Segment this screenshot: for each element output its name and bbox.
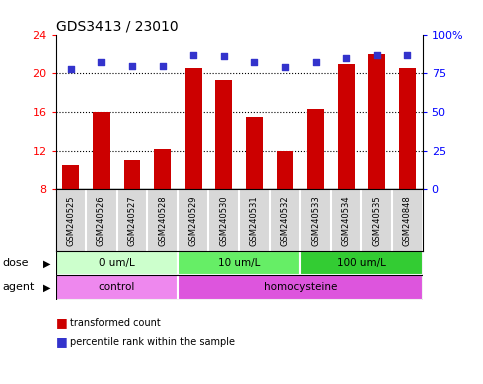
Text: ■: ■ (56, 316, 67, 329)
Point (67, 66, 75, 72)
Point (251, 60, 258, 66)
Text: GSM240535: GSM240535 (372, 195, 381, 246)
Text: ▶: ▶ (43, 283, 51, 293)
Point (220, 53, 227, 59)
Bar (277, 151, 293, 189)
Bar (338, 64, 355, 189)
Text: 100 um/L: 100 um/L (337, 258, 386, 268)
Bar (178, 252, 300, 275)
Bar (300, 252, 423, 275)
Text: GSM240533: GSM240533 (311, 195, 320, 246)
Text: 10 um/L: 10 um/L (218, 258, 260, 268)
Point (403, 51, 411, 58)
Text: control: control (99, 283, 135, 293)
Text: 0 um/L: 0 um/L (99, 258, 135, 268)
Point (189, 51, 197, 58)
Bar (56, 252, 178, 275)
Text: homocysteine: homocysteine (264, 283, 337, 293)
Bar (215, 80, 232, 189)
Text: GSM240534: GSM240534 (341, 195, 351, 246)
Point (373, 51, 381, 58)
Text: GSM240525: GSM240525 (66, 195, 75, 246)
Text: agent: agent (2, 283, 35, 293)
Text: GSM240528: GSM240528 (158, 195, 167, 246)
Bar (369, 54, 385, 189)
Point (159, 63, 167, 69)
Text: ■: ■ (56, 335, 67, 348)
Text: ▶: ▶ (43, 258, 51, 268)
Bar (124, 161, 141, 189)
Point (342, 55, 350, 61)
Bar (178, 275, 423, 300)
Text: GSM240531: GSM240531 (250, 195, 259, 246)
Bar (307, 109, 324, 189)
Point (312, 60, 319, 66)
Bar (185, 68, 201, 189)
Text: GSM240532: GSM240532 (281, 195, 289, 246)
Text: transformed count: transformed count (70, 318, 161, 328)
Point (98, 60, 105, 66)
Point (281, 64, 289, 70)
Text: GSM240530: GSM240530 (219, 195, 228, 246)
Text: percentile rank within the sample: percentile rank within the sample (70, 337, 235, 347)
Bar (93, 112, 110, 189)
Bar (56, 275, 178, 300)
Bar (399, 68, 416, 189)
Bar (62, 165, 79, 189)
Text: GSM240527: GSM240527 (128, 195, 137, 246)
Text: GSM240848: GSM240848 (403, 195, 412, 246)
Bar (154, 149, 171, 189)
Text: dose: dose (2, 258, 29, 268)
Bar (246, 117, 263, 189)
Text: GSM240526: GSM240526 (97, 195, 106, 246)
Text: GDS3413 / 23010: GDS3413 / 23010 (56, 20, 178, 33)
Text: GSM240529: GSM240529 (189, 195, 198, 246)
Point (128, 63, 136, 69)
